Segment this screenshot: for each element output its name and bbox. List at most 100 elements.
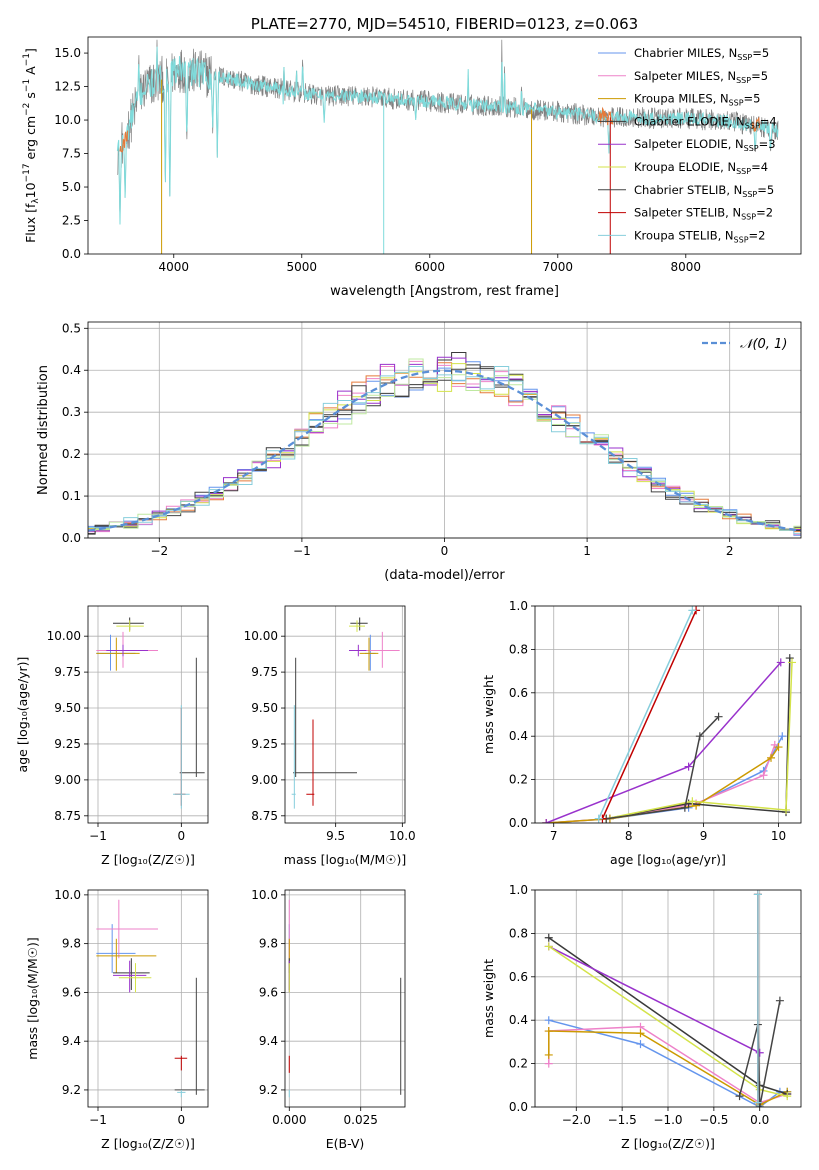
y-tick-label: 15.0 — [54, 46, 81, 60]
x-axis-label: Z [log₁₀(Z/Z☉)] — [621, 1136, 715, 1151]
legend-sub: SSP — [734, 235, 749, 244]
series-marker — [785, 654, 794, 663]
errorbar-point — [118, 963, 152, 993]
x-axis-label: Z [log₁₀(Z/Z☉)] — [101, 1136, 195, 1151]
x-tick-label: 7000 — [543, 260, 574, 274]
legend-text: Salpeter ELODIE, N — [634, 137, 744, 151]
series-marker — [753, 1098, 762, 1107]
legend-sub: SSP — [737, 53, 752, 62]
legend-entry: Salpeter ELODIE, NSSP=3 — [634, 137, 776, 153]
series-marker — [544, 1016, 553, 1025]
spectrum-model-line — [116, 46, 779, 225]
x-tick-label: −1 — [89, 1113, 107, 1127]
y-tick-label: 0.3 — [62, 405, 81, 419]
y-label-part: 10 — [23, 182, 38, 198]
y-tick-label: 0.0 — [509, 1100, 528, 1114]
x-tick-label: 5000 — [286, 260, 317, 274]
y-tick-label: 9.25 — [54, 737, 81, 751]
errorbar-point — [350, 617, 368, 631]
series-marker — [788, 658, 797, 667]
legend-text: Salpeter MILES, N — [634, 69, 736, 83]
errorbar-point — [291, 705, 296, 809]
x-tick-label: 0.0 — [750, 1113, 769, 1127]
errorbar-point — [116, 620, 144, 632]
errorbar-point — [365, 631, 400, 668]
errorbar-point — [359, 637, 379, 671]
y-tick-label: 0.0 — [62, 247, 81, 261]
errorbar-point — [365, 634, 376, 671]
legend-suffix: =2 — [749, 228, 766, 242]
y-tick-label: 9.00 — [251, 773, 278, 787]
series-marker — [782, 805, 791, 814]
legend-sub: SSP — [744, 144, 759, 153]
series-marker — [767, 753, 776, 762]
mass-weight-series — [542, 743, 783, 823]
legend-text: Chabrier ELODIE, N — [634, 114, 745, 128]
series-marker — [544, 942, 553, 951]
series-marker — [594, 814, 603, 823]
errorbar-point — [113, 960, 147, 993]
x-tick-label: 1 — [583, 544, 591, 558]
residual-histogram — [88, 352, 801, 535]
series-marker — [692, 801, 701, 810]
legend-entry: Kroupa MILES, NSSP=5 — [634, 92, 760, 108]
x-tick-label: 2 — [726, 544, 734, 558]
y-label-part: λ — [31, 198, 41, 204]
y-tick-label: 8.75 — [251, 809, 278, 823]
series-line — [545, 661, 782, 823]
y-tick-label: 7.5 — [62, 147, 81, 161]
x-tick-label: 10.0 — [389, 829, 416, 843]
mass-weight-series — [544, 942, 764, 1057]
series-marker — [544, 1059, 553, 1068]
series-line — [738, 1000, 781, 1107]
series-line — [606, 658, 791, 820]
x-tick-label: 6000 — [415, 260, 446, 274]
x-tick-label: 9 — [700, 829, 708, 843]
legend-entry: Chabrier MILES, NSSP=5 — [634, 46, 769, 62]
axes-frame — [284, 889, 406, 1108]
y-tick-label: 0.2 — [509, 773, 528, 787]
series-line — [601, 609, 697, 820]
x-tick-label: −2.0 — [562, 1113, 591, 1127]
plot-area — [291, 617, 400, 809]
y-tick-label: 9.6 — [62, 985, 81, 999]
series-marker — [684, 762, 693, 771]
series-marker — [544, 1050, 553, 1059]
axes-frame — [534, 605, 802, 824]
legend-suffix: =3 — [759, 137, 776, 151]
x-tick-label: −1 — [293, 544, 311, 558]
errorbar-point — [349, 644, 367, 657]
y-label-part: A — [23, 66, 38, 79]
errorbar-point — [96, 631, 158, 668]
y-axis-label: mass weight — [481, 675, 496, 754]
y-tick-label: 9.25 — [251, 737, 278, 751]
mass-weight-series — [594, 606, 697, 823]
y-tick-label: 9.8 — [259, 937, 278, 951]
series-marker — [778, 732, 787, 741]
mass_vs_Z-panel: −1 0 9.2 9.4 9.6 9.8 10.0 Z [log₁₀(Z/Z☉)] mass [… — [25, 888, 209, 1151]
errorbar-point — [179, 657, 205, 778]
x-tick-label: 0.000 — [272, 1113, 306, 1127]
x-tick-label: 7 — [550, 829, 558, 843]
normal-curve — [88, 369, 801, 532]
errorbar-point — [113, 617, 144, 631]
legend-sub: SSP — [742, 190, 757, 199]
x-tick-label: 0 — [178, 829, 186, 843]
x-tick-label: 8000 — [671, 260, 702, 274]
legend-entry: Salpeter STELIB, NSSP=2 — [634, 206, 773, 222]
x-tick-label: −1.0 — [653, 1113, 682, 1127]
y-tick-label: 5.0 — [62, 180, 81, 194]
y-tick-label: 0.2 — [509, 1057, 528, 1071]
legend-suffix: =4 — [760, 114, 777, 128]
y-tick-label: 0.8 — [509, 642, 528, 656]
series-marker — [544, 1027, 553, 1036]
spectrum-panel: 4000 5000 6000 7000 8000 0.0 2.5 5.0 7.5 10.0 12.5… — [22, 15, 802, 299]
chart-title: PLATE=2770, MJD=54510, FIBERID=0123, z=0… — [251, 15, 638, 33]
legend-suffix: =5 — [744, 92, 761, 106]
series-marker — [636, 1029, 645, 1038]
mass_weight_vs_Z-panel: −2.0 −1.5 −1.0 −0.5 0.0 0.0 0.2 0.4 0.6 0.8 1.0 Z [… — [481, 883, 802, 1151]
residual-histogram — [88, 363, 801, 531]
x-tick-label: 8 — [625, 829, 633, 843]
